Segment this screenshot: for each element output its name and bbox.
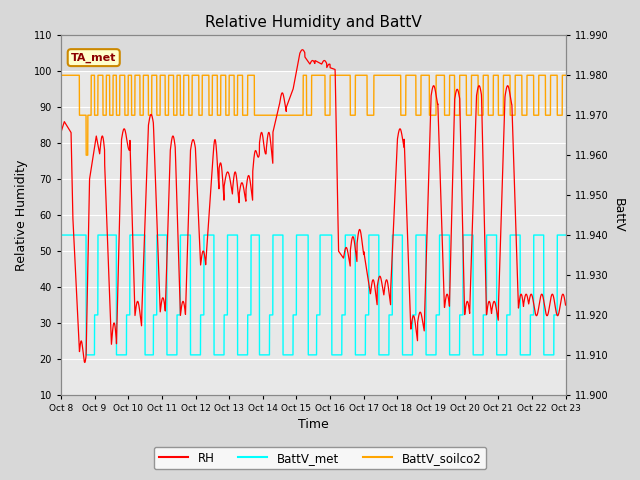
Legend: RH, BattV_met, BattV_soilco2: RH, BattV_met, BattV_soilco2 <box>154 447 486 469</box>
Line: RH: RH <box>61 50 566 362</box>
Text: TA_met: TA_met <box>71 52 116 63</box>
BattV_soilco2 <box>115 112 122 118</box>
BattV_met <box>145 352 152 358</box>
Y-axis label: BattV: BattV <box>612 198 625 232</box>
BattV_met <box>273 232 280 238</box>
BattV_met <box>251 232 259 238</box>
Y-axis label: Relative Humidity: Relative Humidity <box>15 159 28 271</box>
RH <box>552 308 560 314</box>
RH <box>81 360 88 365</box>
RH <box>273 114 280 120</box>
RH <box>562 302 570 308</box>
BattV_soilco2 <box>145 112 152 118</box>
RH <box>299 47 307 53</box>
Bar <box>61 36 566 72</box>
RH <box>498 202 506 208</box>
BattV_soilco2 <box>498 112 506 118</box>
BattV_met <box>562 232 570 238</box>
BattV_met <box>552 312 559 318</box>
X-axis label: Time: Time <box>298 419 328 432</box>
BattV_met <box>498 352 506 358</box>
Title: Relative Humidity and BattV: Relative Humidity and BattV <box>205 15 422 30</box>
BattV_met <box>57 232 65 238</box>
BattV_soilco2 <box>562 72 570 78</box>
BattV_soilco2 <box>251 112 259 118</box>
RH <box>251 150 259 156</box>
Line: BattV_soilco2: BattV_soilco2 <box>61 75 566 155</box>
Line: BattV_met: BattV_met <box>61 235 566 355</box>
RH <box>145 121 152 127</box>
RH <box>57 130 65 135</box>
BattV_met <box>115 352 122 358</box>
BattV_soilco2 <box>57 72 65 78</box>
BattV_soilco2 <box>83 152 90 158</box>
BattV_soilco2 <box>552 72 559 78</box>
RH <box>115 252 122 258</box>
BattV_met <box>83 352 90 358</box>
BattV_soilco2 <box>273 112 280 118</box>
